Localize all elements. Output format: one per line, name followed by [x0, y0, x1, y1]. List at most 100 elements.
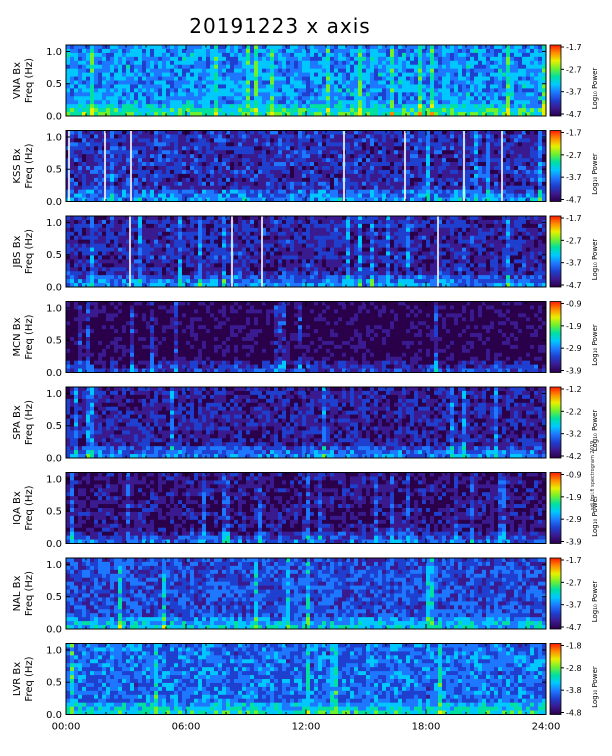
colorbar [550, 387, 561, 458]
y-tick-label: 0.5 [46, 421, 62, 432]
y-tick-label: 1.0 [46, 47, 62, 58]
colorbar-tick-label: -1.8 [566, 642, 582, 651]
colorbar-tick-label: -2.7 [566, 65, 582, 74]
panel-vna: 1.0 0.5 0.0 VNA Bx Freq (Hz) -1.7 -2.7 -3.7 -4.7… [12, 43, 599, 123]
colorbar-tick-label: -4.7 [566, 196, 582, 205]
y-axis-label-station: JBS Bx [12, 235, 23, 268]
y-tick-label: 1.0 [46, 645, 62, 656]
spectrogram-jbs [66, 216, 546, 287]
colorbar-tick-label: -2.9 [566, 344, 582, 353]
spectrogram-kss [66, 131, 546, 202]
y-tick-label: 0.0 [46, 625, 62, 636]
panel-iqa: 1.0 0.5 0.0 IQA Bx Freq (Hz) -0.9 -1.9 -2.9 -3.9… [12, 471, 599, 551]
spectrogram-spa [66, 387, 546, 458]
y-tick-label: 0.0 [46, 368, 62, 379]
y-tick-label: 0.0 [46, 710, 62, 721]
spectrogram-vna [66, 45, 546, 116]
y-axis-label-station: VNA Bx [12, 62, 23, 99]
y-tick-label: 1.0 [46, 218, 62, 229]
panel-lvr: 1.0 0.5 0.0 LVR Bx Freq (Hz) -1.8 -2.8 -3.8 -4.8… [12, 642, 599, 722]
colorbar [550, 45, 561, 116]
y-tick-label: 0.5 [46, 79, 62, 90]
y-axis-label-station: IQA Bx [12, 491, 23, 525]
y-axis-label-station: NAL Bx [12, 575, 23, 611]
spectrogram-lvr [66, 644, 546, 715]
x-tick-label: 06:00 [172, 722, 201, 733]
colorbar-tick-label: -0.9 [566, 300, 582, 309]
colorbar-label: Log₁₀ Power [591, 581, 599, 623]
y-tick-label: 0.0 [46, 539, 62, 550]
panel-jbs: 1.0 0.5 0.0 JBS Bx Freq (Hz) -1.7 -2.7 -3.7 -4.7… [12, 214, 599, 294]
x-tick-label: 24:00 [532, 722, 561, 733]
y-tick-label: 1.0 [46, 474, 62, 485]
colorbar [550, 302, 561, 373]
colorbar-tick-label: -1.2 [566, 385, 582, 394]
colorbar-tick-label: -1.9 [566, 322, 582, 331]
colorbar-tick-label: -0.9 [566, 471, 582, 480]
colorbar-label: Log₁₀ Power [591, 68, 599, 110]
x-tick-label: 18:00 [412, 722, 441, 733]
panel-kss: 1.0 0.5 0.0 KSS Bx Freq (Hz) -1.7 -2.7 -3.7 -4.7… [12, 129, 599, 209]
colorbar-tick-label: -4.7 [566, 281, 582, 290]
y-axis-label-freq: Freq (Hz) [24, 314, 35, 359]
colorbar-tick-label: -3.9 [566, 367, 582, 376]
panel-nal: 1.0 0.5 0.0 NAL Bx Freq (Hz) -1.7 -2.7 -3.7 -4.7… [12, 556, 599, 636]
y-tick-label: 0.5 [46, 592, 62, 603]
x-tick-label: 00:00 [52, 722, 81, 733]
colorbar [550, 558, 561, 629]
colorbar-tick-label: -3.7 [566, 173, 582, 182]
colorbar-tick-label: -4.7 [566, 110, 582, 119]
y-axis-label-station: LVR Bx [12, 662, 23, 696]
side-note: sdi.fmi.fi spectrogram 2019 [590, 290, 608, 510]
y-axis-label-freq: Freq (Hz) [24, 400, 35, 445]
colorbar-tick-label: -3.7 [566, 88, 582, 97]
colorbar-label: Log₁₀ Power [591, 666, 599, 708]
y-tick-label: 0.5 [46, 250, 62, 261]
colorbar-tick-label: -3.8 [566, 686, 582, 695]
colorbar-tick-label: -3.2 [566, 430, 582, 439]
colorbar-tick-label: -2.7 [566, 151, 582, 160]
spectrogram-nal [66, 558, 546, 629]
colorbar-tick-label: -2.8 [566, 664, 582, 673]
y-axis-label-freq: Freq (Hz) [24, 485, 35, 530]
y-tick-label: 0.5 [46, 507, 62, 518]
y-tick-label: 0.0 [46, 112, 62, 123]
colorbar-tick-label: -1.7 [566, 556, 582, 565]
colorbar-tick-label: -4.8 [566, 709, 582, 718]
y-tick-label: 0.5 [46, 165, 62, 176]
colorbar-label: Log₁₀ Power [591, 153, 599, 195]
colorbar-tick-label: -2.2 [566, 407, 582, 416]
y-axis-label-station: MCN Bx [12, 317, 23, 356]
colorbar-tick-label: -2.7 [566, 578, 582, 587]
y-tick-label: 1.0 [46, 303, 62, 314]
colorbar-tick-label: -2.9 [566, 515, 582, 524]
y-tick-label: 0.0 [46, 283, 62, 294]
x-tick-label: 12:00 [292, 722, 321, 733]
panel-spa: 1.0 0.5 0.0 SPA Bx Freq (Hz) -1.2 -2.2 -3.2 -4.2… [12, 385, 599, 465]
y-tick-label: 1.0 [46, 389, 62, 400]
colorbar-tick-label: -4.7 [566, 623, 582, 632]
y-tick-label: 0.0 [46, 197, 62, 208]
colorbar-tick-label: -1.7 [566, 129, 582, 138]
colorbar-tick-label: -3.7 [566, 601, 582, 610]
panel-mcn: 1.0 0.5 0.0 MCN Bx Freq (Hz) -0.9 -1.9 -2.9 -3.9… [12, 300, 599, 380]
colorbar [550, 473, 561, 544]
colorbar [550, 644, 561, 715]
colorbar-tick-label: -1.7 [566, 43, 582, 52]
colorbar-tick-label: -3.7 [566, 259, 582, 268]
colorbar-tick-label: -1.7 [566, 214, 582, 223]
colorbar-tick-label: -1.9 [566, 493, 582, 502]
y-tick-label: 0.5 [46, 678, 62, 689]
colorbar [550, 216, 561, 287]
spectrogram-iqa [66, 473, 546, 544]
colorbar-label: Log₁₀ Power [591, 239, 599, 281]
y-axis-label-station: SPA Bx [12, 405, 23, 440]
colorbar [550, 131, 561, 202]
y-tick-label: 1.0 [46, 560, 62, 571]
colorbar-tick-label: -4.2 [566, 452, 582, 461]
y-axis-label-freq: Freq (Hz) [24, 143, 35, 188]
y-tick-label: 0.5 [46, 336, 62, 347]
y-axis-label-freq: Freq (Hz) [24, 656, 35, 701]
y-axis-label-freq: Freq (Hz) [24, 229, 35, 274]
